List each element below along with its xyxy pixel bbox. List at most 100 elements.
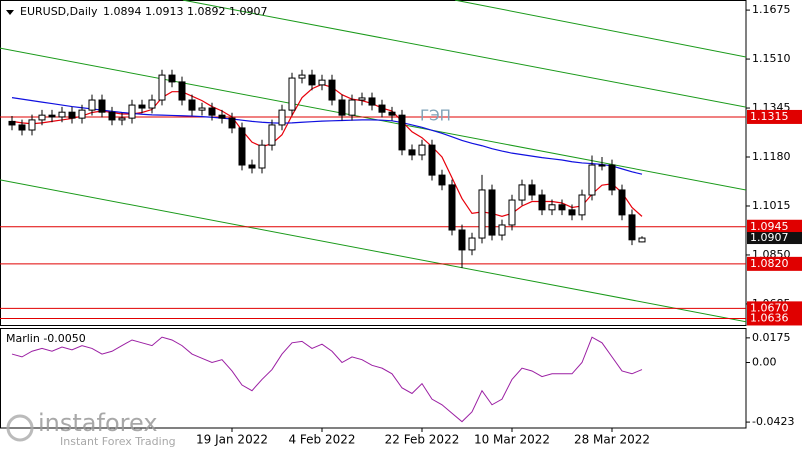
candle-body: [448, 184, 456, 231]
level-label-box: [747, 256, 802, 271]
ohlc-value: 1.0913: [145, 5, 184, 18]
level-label: 1.0636: [750, 311, 789, 324]
y-tick-label: 1.1510: [752, 52, 791, 65]
candle-body: [118, 117, 126, 121]
x-tick-label: 19 Jan 2022: [196, 433, 268, 447]
x-tick-label: 4 Feb 2022: [288, 433, 355, 447]
candle-body: [458, 229, 466, 251]
moving-average: [11, 97, 643, 175]
candle-body: [508, 199, 516, 226]
ohlc-value: 1.0907: [229, 5, 268, 18]
candle-body: [258, 144, 266, 169]
candle-body: [588, 164, 596, 196]
level-label-box: [747, 219, 802, 234]
candle-body: [348, 99, 356, 116]
candle-body: [488, 189, 496, 236]
candle-body: [238, 127, 246, 166]
candle-body: [568, 209, 576, 216]
ohlc-value: 1.0892: [187, 5, 226, 18]
watermark-tagline: Instant Forex Trading: [60, 435, 176, 448]
candle-body: [548, 204, 556, 211]
candle-body: [308, 74, 316, 86]
candle-body: [128, 104, 136, 119]
candle-body: [558, 204, 566, 211]
candle-body: [538, 194, 546, 211]
candle-body: [158, 74, 166, 101]
level-label: 1.0670: [750, 301, 789, 314]
candle-body: [178, 81, 186, 101]
indicator-title: Marlin -0.0050: [6, 332, 86, 345]
candle-body: [268, 124, 276, 146]
indicator-frame: [0, 328, 747, 429]
candle-body: [378, 104, 386, 113]
y-tick-label: 1.1675: [752, 3, 791, 16]
trend-line: [0, 179, 746, 323]
candle-body: [188, 99, 196, 111]
candle-body: [298, 74, 306, 79]
candle-body: [608, 164, 616, 191]
candle-body: [198, 107, 206, 111]
candle-body: [218, 114, 226, 119]
candle-body: [8, 120, 16, 126]
annotation: ГЭП: [420, 107, 451, 125]
candle-body: [248, 164, 256, 169]
chart-title: EURUSD,Daily: [20, 5, 98, 18]
level-label: 1.1315: [750, 110, 789, 123]
candle-body: [148, 99, 156, 109]
candle-body: [68, 111, 76, 119]
level-label-box: [747, 109, 802, 124]
level-label-box: [747, 311, 802, 326]
candle-body: [478, 189, 486, 239]
candle-body: [228, 117, 236, 129]
candle-body: [278, 109, 286, 126]
main-frame: [0, 0, 747, 326]
trend-line: [0, 47, 746, 191]
candle-body: [58, 111, 66, 118]
candle-body: [18, 124, 26, 131]
price-label: 1.0907: [750, 231, 789, 244]
y-tick-label: 1.1180: [752, 150, 791, 163]
candle-body: [338, 99, 346, 116]
candle-body: [38, 114, 46, 121]
candle-body: [28, 119, 36, 131]
x-tick-label: 10 Mar 2022: [474, 433, 550, 447]
candle-body: [418, 144, 426, 156]
candle-body: [438, 174, 446, 186]
indicator-line: [11, 336, 643, 423]
candle-body: [498, 224, 506, 236]
menu-arrow: [6, 10, 14, 15]
candle-body: [428, 144, 436, 176]
candle-body: [408, 149, 416, 156]
ohlc-value: 1.0894: [103, 5, 142, 18]
candle-body: [628, 214, 636, 241]
candle-body: [108, 111, 116, 121]
candle-body: [468, 237, 476, 251]
candle-body: [398, 114, 406, 151]
candle-body: [528, 184, 536, 196]
trend-line: [182, 0, 746, 108]
candle-body: [388, 111, 396, 116]
x-tick-label: 22 Feb 2022: [385, 433, 460, 447]
price-box: [747, 232, 802, 245]
candle-body: [98, 99, 106, 113]
level-label: 1.0820: [750, 257, 789, 270]
y-tick-label: 0.0175: [752, 331, 791, 344]
trend-line: [454, 0, 746, 58]
candle-body: [358, 97, 366, 101]
candle-body: [288, 77, 296, 111]
candle-body: [638, 237, 646, 243]
candle-body: [78, 109, 86, 119]
candle-body: [578, 194, 586, 216]
candle-body: [618, 189, 626, 216]
overlay-layer: 1.16751.15101.13451.11801.10151.08501.06…: [6, 3, 802, 448]
level-label: 1.0945: [750, 220, 789, 233]
y-tick-label: 1.1015: [752, 199, 791, 212]
candle-body: [168, 74, 176, 83]
candle-body: [598, 164, 606, 167]
y-tick-label: -0.0423: [752, 415, 794, 428]
x-tick-label: 28 Mar 2022: [574, 433, 650, 447]
watermark-logo: [6, 414, 34, 442]
y-tick-label: 0.00: [752, 356, 777, 369]
candle-body: [208, 107, 216, 116]
